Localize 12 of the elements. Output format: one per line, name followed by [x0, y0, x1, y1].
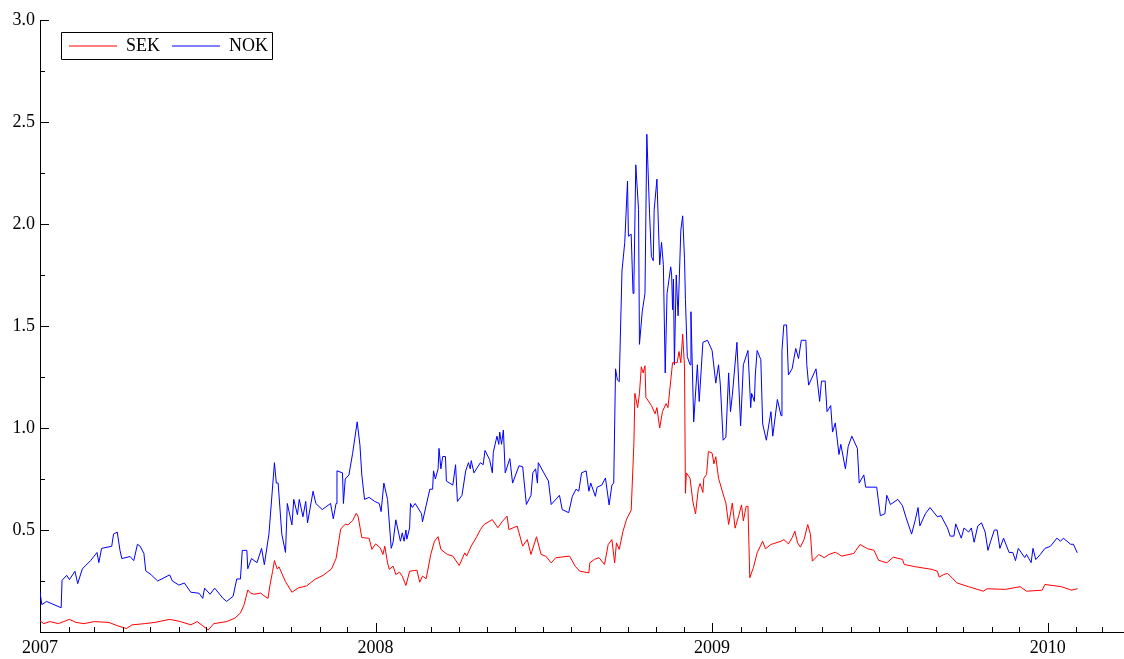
y-tick-label: 0.5 — [12, 518, 35, 539]
x-tick-label: 2008 — [357, 636, 394, 657]
y-tick-label: 2.0 — [12, 212, 35, 233]
y-tick-label: 1.0 — [12, 416, 35, 437]
x-tick-label: 2009 — [694, 636, 731, 657]
x-tick-label: 2007 — [22, 636, 58, 657]
legend-label: NOK — [229, 34, 268, 55]
x-tick-label: 2010 — [1029, 636, 1066, 657]
y-tick-label: 3.0 — [12, 8, 35, 29]
legend-label: SEK — [126, 34, 161, 55]
y-tick-label: 2.5 — [12, 110, 35, 131]
y-tick-label: 1.5 — [12, 314, 35, 335]
